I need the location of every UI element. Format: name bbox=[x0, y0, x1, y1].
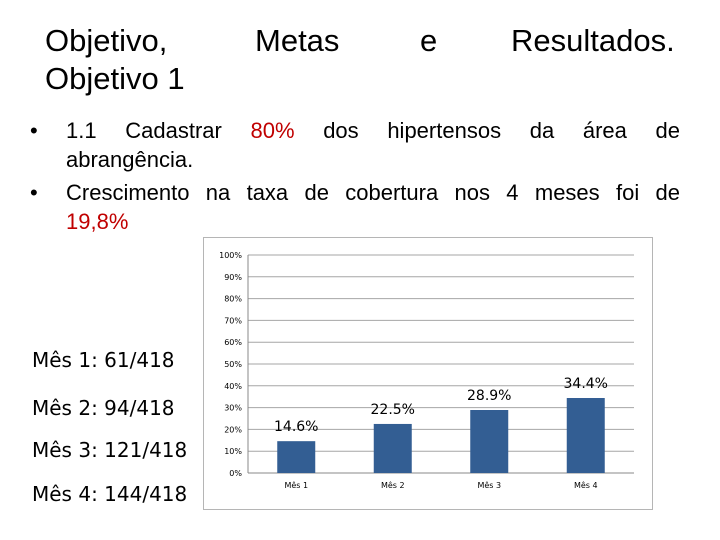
bullet-1-text-end: dos hipertensos da área de bbox=[294, 118, 681, 143]
y-tick-label: 90% bbox=[224, 273, 242, 282]
data-label: 28.9% bbox=[467, 388, 511, 404]
chart-svg: 0% 10% 20% 30% 40% 50% 60% 70% 80% 90% 100% 14.6% Mê… bbox=[219, 251, 634, 490]
y-tick-label: 80% bbox=[224, 295, 242, 304]
y-tick-label: 20% bbox=[224, 425, 242, 434]
bar bbox=[470, 409, 509, 473]
coverage-chart: 0% 10% 20% 30% 40% 50% 60% 70% 80% 90% 100% 14.6% Mê… bbox=[203, 237, 653, 510]
side-label-mes-3: Mês 3: 121/418 bbox=[32, 438, 188, 462]
bullet-1-highlight: 80% bbox=[250, 118, 295, 143]
bar bbox=[277, 441, 316, 473]
bullet-2-highlight: 19,8% bbox=[66, 209, 129, 234]
x-tick-label: Mês 4 bbox=[574, 480, 598, 490]
y-tick-label: 10% bbox=[224, 447, 242, 456]
bullet-1-line2: abrangência. bbox=[66, 147, 194, 172]
side-label-mes-4: Mês 4: 144/418 bbox=[32, 482, 188, 506]
title-word-resultados: Resultados. bbox=[511, 23, 675, 58]
x-tick-label: Mês 1 bbox=[284, 480, 308, 490]
bar bbox=[373, 423, 412, 473]
x-tick-label: Mês 3 bbox=[477, 480, 501, 490]
bullet-marker: • bbox=[30, 180, 38, 205]
bullet-marker: • bbox=[30, 118, 38, 143]
bar bbox=[566, 398, 605, 473]
side-label-mes-1: Mês 1: 61/418 bbox=[32, 348, 175, 372]
side-label-mes-2: Mês 2: 94/418 bbox=[32, 396, 175, 420]
slide-title: Objetivo, Metas e Resultados. Objetivo 1 bbox=[45, 22, 695, 102]
y-tick-label: 30% bbox=[224, 404, 242, 413]
y-tick-label: 40% bbox=[224, 382, 242, 391]
bullet-2-text: Crescimento na taxa de cobertura nos 4 m… bbox=[66, 180, 680, 205]
title-objetivo-1: Objetivo 1 bbox=[45, 61, 185, 96]
title-word-objetivo: Objetivo, bbox=[45, 23, 168, 58]
y-tick-label: 100% bbox=[219, 251, 242, 260]
bullet-1-text: 1.1 Cadastrar bbox=[66, 118, 251, 143]
y-tick-label: 50% bbox=[224, 360, 242, 369]
x-tick-label: Mês 2 bbox=[381, 480, 405, 490]
title-word-metas: Metas bbox=[255, 23, 340, 58]
title-word-e: e bbox=[420, 23, 438, 58]
data-label: 14.6% bbox=[274, 419, 318, 435]
y-tick-label: 70% bbox=[224, 316, 242, 325]
y-tick-label: 0% bbox=[229, 469, 242, 478]
y-tick-label: 60% bbox=[224, 338, 242, 347]
data-label: 34.4% bbox=[564, 376, 608, 392]
data-label: 22.5% bbox=[371, 402, 415, 418]
